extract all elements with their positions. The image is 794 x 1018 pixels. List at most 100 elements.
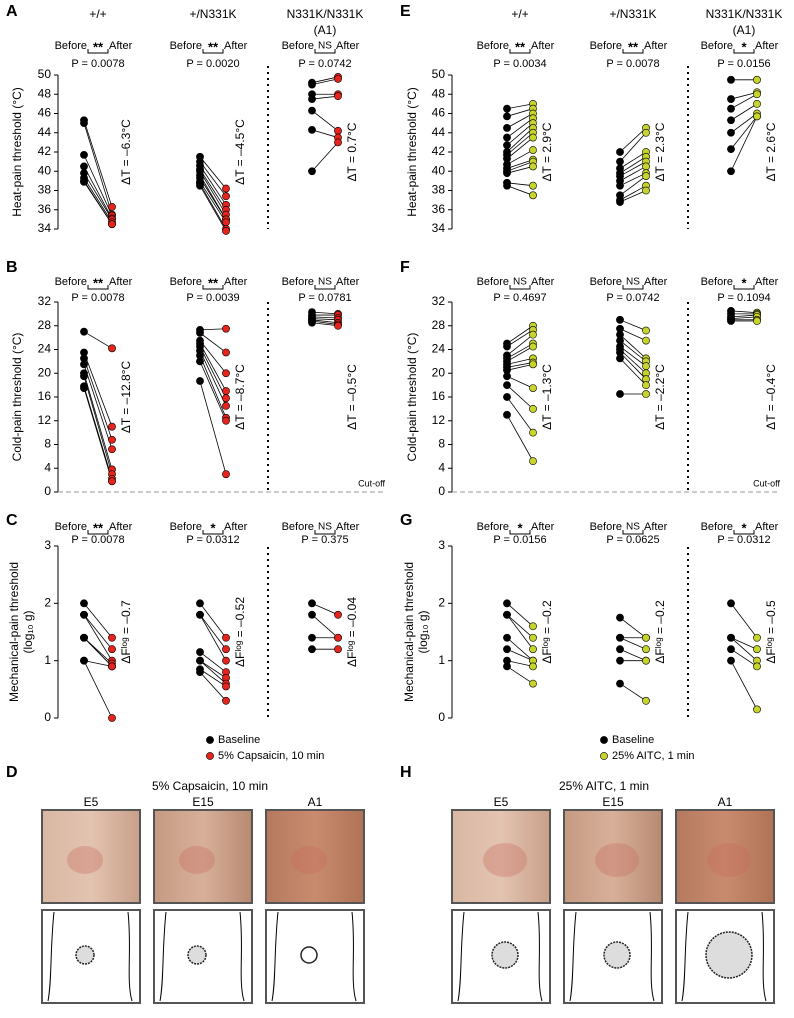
after-point	[753, 705, 761, 714]
p-value: P = 0.0312	[717, 534, 770, 546]
after-point	[642, 633, 650, 642]
pair-line	[506, 108, 534, 117]
sig-label: **	[93, 39, 104, 54]
before-point	[616, 354, 624, 363]
pair-line	[506, 334, 534, 356]
after-point	[108, 202, 116, 211]
sig-label: **	[93, 520, 104, 535]
pair-line	[730, 660, 758, 710]
after-point	[334, 633, 342, 642]
sig-label: **	[208, 275, 219, 290]
before-point	[308, 633, 316, 642]
delta-label: ΔT = –8.7°C	[233, 364, 247, 430]
after-point	[108, 633, 116, 642]
pair-line	[506, 375, 534, 389]
y-tick-label: 32	[38, 294, 52, 308]
y-tick-label: 48	[38, 86, 52, 100]
after-point	[529, 330, 537, 339]
pair-line	[619, 637, 647, 650]
pair-line	[619, 161, 647, 177]
after-point	[529, 191, 537, 200]
after-point	[108, 344, 116, 353]
p-value: P = 0.375	[301, 534, 348, 546]
pair-line	[619, 358, 647, 386]
pair-line	[199, 185, 227, 232]
before-point	[308, 95, 316, 103]
after-label: After	[644, 276, 668, 288]
before-label: Before	[282, 40, 314, 52]
pair-line	[199, 668, 227, 687]
pair-line	[311, 614, 339, 639]
photo-frame	[265, 809, 365, 904]
sig-label: NS	[318, 277, 332, 288]
delta-label: ΔT = –4.5°C	[233, 119, 247, 185]
before-point	[727, 645, 735, 654]
after-point	[529, 645, 537, 654]
flare-trace	[491, 941, 519, 969]
skin-photo	[677, 811, 773, 902]
after-label: After	[755, 521, 779, 533]
genotype-header: +/N331K	[189, 7, 236, 21]
sig-bracket	[733, 49, 755, 54]
legend-label: Baseline	[612, 734, 654, 746]
before-point	[503, 645, 511, 654]
pair-line	[619, 185, 647, 201]
pair-line	[730, 603, 758, 638]
pair-line	[199, 161, 227, 197]
after-point	[642, 381, 650, 390]
y-tick-label: 12	[432, 413, 446, 427]
before-point	[727, 75, 735, 84]
y-tick-label: 20	[38, 365, 52, 379]
pair-line	[506, 603, 534, 627]
pair-line	[199, 614, 227, 650]
sig-label: **	[628, 39, 639, 54]
pair-line	[506, 103, 534, 110]
after-point	[529, 428, 537, 437]
genotype-header: N331K/N331K	[706, 7, 783, 21]
pair-line	[619, 648, 647, 662]
after-point	[334, 645, 342, 654]
after-point	[108, 422, 116, 431]
pair-line	[506, 185, 534, 196]
pair-line	[199, 614, 227, 661]
after-point	[529, 404, 537, 413]
skin-photo	[43, 811, 139, 902]
y-tick-label: 4	[438, 460, 445, 474]
after-point	[334, 92, 342, 101]
y-tick-label: 48	[432, 86, 446, 100]
leg-outline	[681, 911, 767, 1002]
before-point	[503, 662, 511, 671]
leg-outline	[271, 911, 357, 1002]
before-point	[503, 133, 511, 142]
pair-line	[83, 376, 113, 475]
after-point	[642, 390, 650, 398]
after-label: After	[224, 40, 248, 52]
before-point	[196, 181, 204, 190]
sig-label: NS	[626, 522, 640, 533]
before-point	[727, 167, 735, 176]
after-point	[222, 324, 230, 333]
flare-trace	[75, 945, 95, 965]
cutoff-label: Cut-off	[753, 478, 780, 488]
y-tick-label: 44	[38, 125, 52, 139]
pair-line	[311, 318, 339, 321]
after-label: After	[224, 276, 248, 288]
legend-label: 25% AITC, 1 min	[612, 750, 695, 762]
y-tick-label: 34	[432, 221, 446, 235]
before-point	[308, 599, 316, 608]
sig-label: NS	[318, 522, 332, 533]
y-tick-label: 4	[44, 460, 51, 474]
panel-letter: A	[6, 3, 18, 20]
after-point	[529, 457, 537, 466]
after-point	[529, 633, 537, 642]
before-point	[727, 145, 735, 154]
before-point	[308, 645, 316, 654]
photo-label: E5	[494, 795, 509, 809]
after-point	[222, 184, 230, 193]
after-point	[642, 186, 650, 195]
before-label: Before	[477, 521, 509, 533]
after-point	[222, 387, 230, 395]
delta-label: ΔT = –2.2°C	[653, 364, 667, 430]
genotype-header: (A1)	[733, 23, 756, 37]
after-point	[642, 128, 650, 137]
